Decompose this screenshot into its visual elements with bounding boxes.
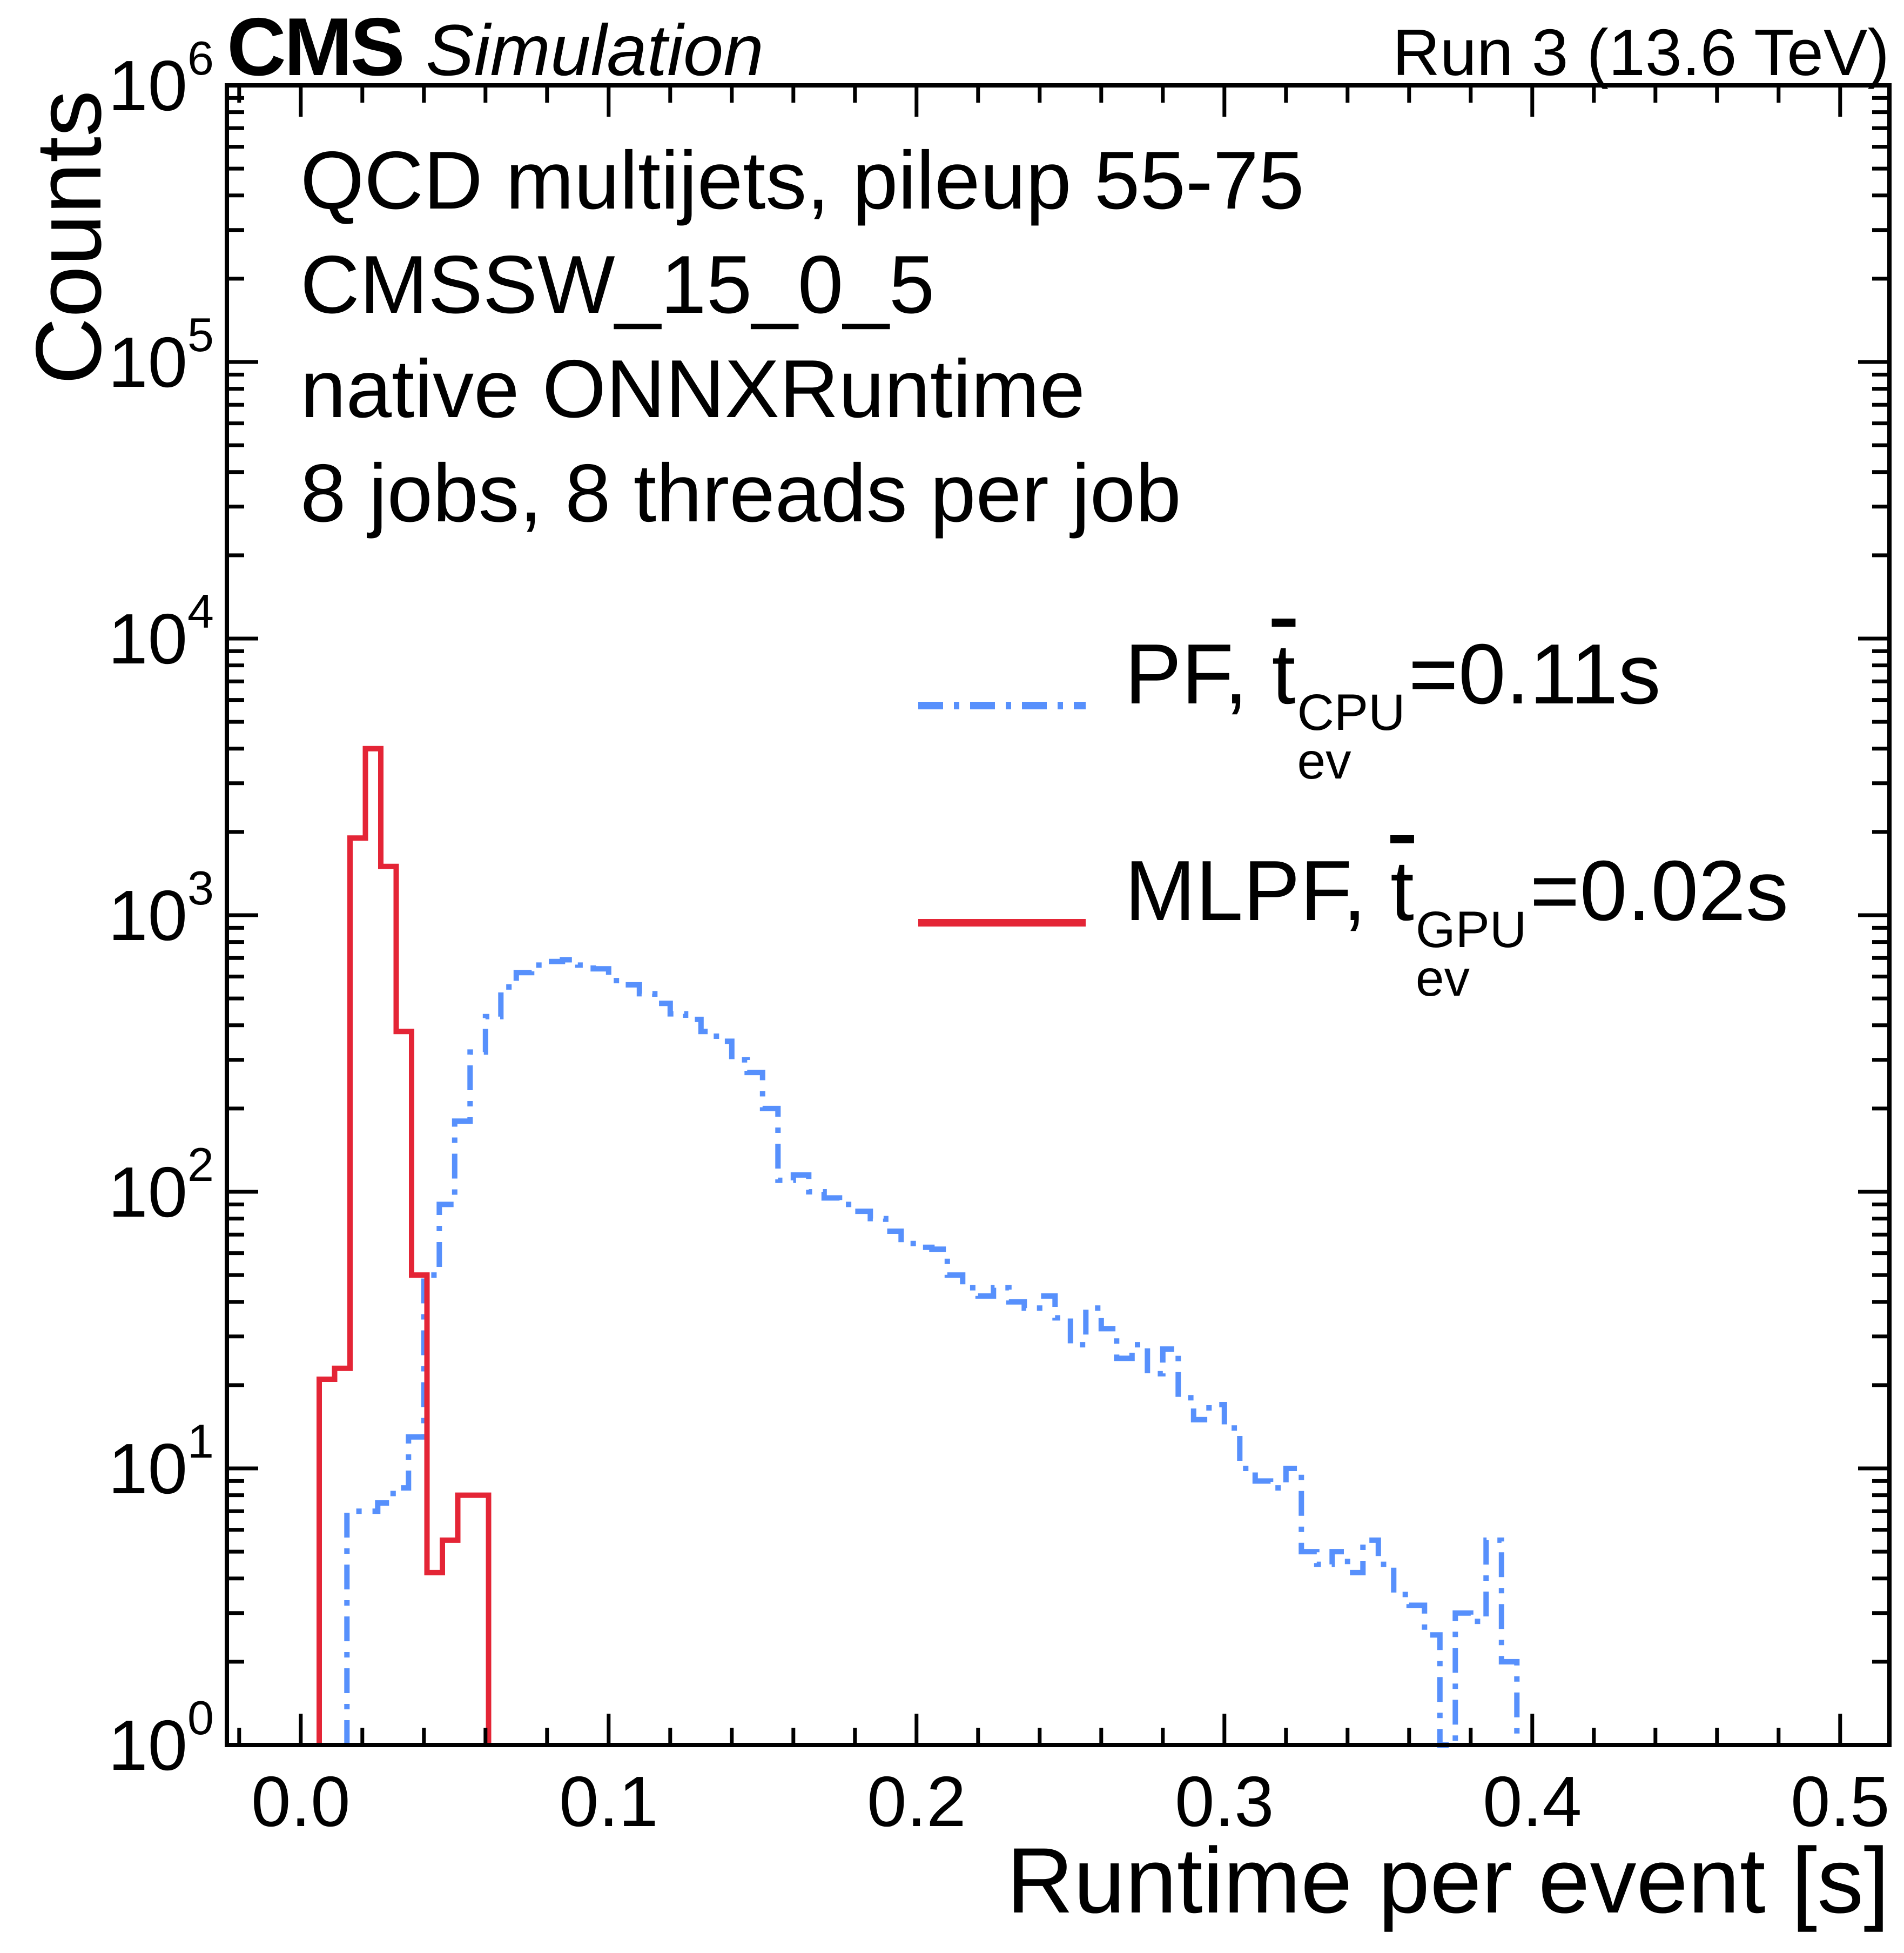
y-tick-label: 101	[108, 1414, 214, 1508]
simulation-label: Simulation	[426, 10, 764, 91]
y-tick-label: 105	[108, 308, 214, 402]
annotation-block: QCD multijets, pileup 55-75 CMSSW_15_0_5…	[300, 129, 1304, 546]
device-superscript: GPU	[1415, 901, 1527, 958]
legend-entry-mlpf: MLPF, t GPU ev =0.02s	[918, 842, 1789, 1007]
legend-label-pf: PF, t CPU ev =0.11s	[1125, 626, 1661, 790]
run-energy-label: Run 3 (13.6 TeV)	[1392, 16, 1889, 89]
mlpf-legend-line-swatch	[918, 918, 1086, 927]
cms-logo-text: CMS	[227, 1, 405, 93]
y-tick-label: 103	[108, 861, 214, 955]
pf-histogram-line	[344, 957, 1520, 1748]
legend-entry-pf: PF, t CPU ev =0.11s	[918, 626, 1788, 790]
plot-header: CMS Simulation Run 3 (13.6 TeV)	[227, 0, 1889, 95]
annotation-line-release: CMSSW_15_0_5	[300, 239, 935, 331]
annotation-line-jobs: 8 jobs, 8 threads per job	[300, 447, 1181, 540]
mlpf-histogram-line	[317, 746, 492, 1745]
legend-mlpf-value: =0.02s	[1530, 843, 1789, 939]
legend-mlpf-name: MLPF,	[1125, 843, 1367, 939]
pf-legend-line-swatch	[918, 702, 1086, 710]
legend: PF, t CPU ev =0.11s MLPF, t GPU ev =0.02s	[918, 626, 1789, 1007]
x-tick-label: 0.5	[1791, 1762, 1890, 1841]
y-tick-label: 106	[108, 31, 214, 125]
mean-time-symbol: t	[1390, 843, 1414, 939]
legend-label-mlpf: MLPF, t GPU ev =0.02s	[1125, 842, 1789, 1007]
x-axis-title: Runtime per event [s]	[1006, 1829, 1889, 1932]
x-tick-label: 0.2	[867, 1762, 966, 1841]
x-tick-label: 0.4	[1483, 1762, 1582, 1841]
mean-time-scripts: CPU ev	[1297, 684, 1405, 790]
legend-pf-value: =0.11s	[1408, 627, 1661, 722]
event-subscript: ev	[1297, 733, 1351, 790]
legend-pf-name: PF,	[1125, 627, 1248, 722]
cms-simulation-title: CMS Simulation	[227, 0, 764, 95]
annotation-line-sample: QCD multijets, pileup 55-75	[300, 135, 1304, 226]
x-tick-label: 0.1	[559, 1762, 658, 1841]
y-tick-label: 104	[108, 585, 214, 679]
y-axis-title: Counts	[17, 90, 120, 385]
event-subscript: ev	[1415, 949, 1470, 1007]
mean-time-symbol: t	[1271, 627, 1296, 722]
x-tick-label: 0.3	[1175, 1762, 1274, 1841]
annotation-line-runtime: native ONNXRuntime	[300, 343, 1085, 435]
y-tick-label: 100	[108, 1691, 214, 1785]
device-superscript: CPU	[1297, 684, 1405, 742]
mean-time-scripts: GPU ev	[1415, 901, 1527, 1007]
x-tick-label: 0.0	[251, 1762, 351, 1841]
y-tick-label: 102	[108, 1138, 214, 1232]
